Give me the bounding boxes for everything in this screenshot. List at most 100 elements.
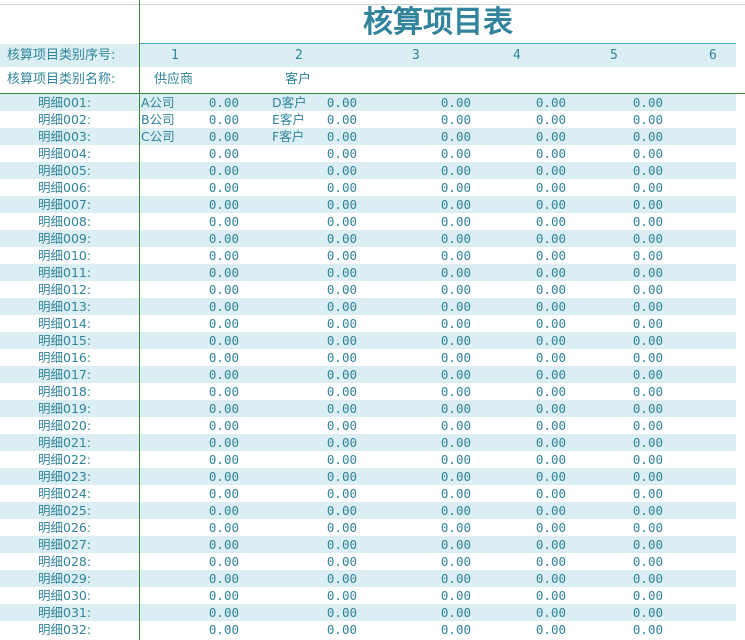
value-5[interactable]: 0.00 <box>632 129 663 144</box>
value-1[interactable]: 0.00 <box>208 248 239 263</box>
table-row[interactable]: 明细025: 0.00 0.00 0.00 0.00 0.00 <box>0 502 736 519</box>
seq-2[interactable]: 2 <box>295 48 303 63</box>
table-row[interactable]: 明细024: 0.00 0.00 0.00 0.00 0.00 <box>0 485 736 502</box>
value-5[interactable]: 0.00 <box>632 231 663 246</box>
value-2[interactable]: 0.00 <box>326 401 357 416</box>
value-1[interactable]: 0.00 <box>208 486 239 501</box>
value-5[interactable]: 0.00 <box>632 316 663 331</box>
value-1[interactable]: 0.00 <box>208 503 239 518</box>
item-1[interactable]: B公司 <box>141 112 175 127</box>
value-1[interactable]: 0.00 <box>208 333 239 348</box>
table-row[interactable]: 明细016: 0.00 0.00 0.00 0.00 0.00 <box>0 349 736 366</box>
value-3[interactable]: 0.00 <box>440 520 471 535</box>
value-5[interactable]: 0.00 <box>632 486 663 501</box>
table-row[interactable]: 明细012: 0.00 0.00 0.00 0.00 0.00 <box>0 281 736 298</box>
value-2[interactable]: 0.00 <box>326 282 357 297</box>
table-row[interactable]: 明细029: 0.00 0.00 0.00 0.00 0.00 <box>0 570 736 587</box>
value-3[interactable]: 0.00 <box>440 554 471 569</box>
value-3[interactable]: 0.00 <box>440 571 471 586</box>
value-1[interactable]: 0.00 <box>208 146 239 161</box>
value-3[interactable]: 0.00 <box>440 503 471 518</box>
seq-6[interactable]: 6 <box>709 48 717 63</box>
table-row[interactable]: 明细009: 0.00 0.00 0.00 0.00 0.00 <box>0 230 736 247</box>
value-2[interactable]: 0.00 <box>326 248 357 263</box>
value-2[interactable]: 0.00 <box>326 299 357 314</box>
value-2[interactable]: 0.00 <box>326 350 357 365</box>
table-row[interactable]: 明细021: 0.00 0.00 0.00 0.00 0.00 <box>0 434 736 451</box>
value-3[interactable]: 0.00 <box>440 418 471 433</box>
table-row[interactable]: 明细011: 0.00 0.00 0.00 0.00 0.00 <box>0 264 736 281</box>
value-2[interactable]: 0.00 <box>326 180 357 195</box>
table-row[interactable]: 明细006: 0.00 0.00 0.00 0.00 0.00 <box>0 179 736 196</box>
value-2[interactable]: 0.00 <box>326 95 357 110</box>
value-1[interactable]: 0.00 <box>208 299 239 314</box>
value-2[interactable]: 0.00 <box>326 265 357 280</box>
value-2[interactable]: 0.00 <box>326 520 357 535</box>
category-seq-row[interactable]: 核算项目类别序号: 1 2 3 4 5 6 <box>0 44 736 67</box>
value-3[interactable]: 0.00 <box>440 214 471 229</box>
value-3[interactable]: 0.00 <box>440 605 471 620</box>
value-2[interactable]: 0.00 <box>326 605 357 620</box>
value-5[interactable]: 0.00 <box>632 333 663 348</box>
value-1[interactable]: 0.00 <box>208 384 239 399</box>
value-2[interactable]: 0.00 <box>326 367 357 382</box>
table-row[interactable]: 明细014: 0.00 0.00 0.00 0.00 0.00 <box>0 315 736 332</box>
value-2[interactable]: 0.00 <box>326 146 357 161</box>
value-4[interactable]: 0.00 <box>535 605 566 620</box>
table-row[interactable]: 明细007: 0.00 0.00 0.00 0.00 0.00 <box>0 196 736 213</box>
value-4[interactable]: 0.00 <box>535 129 566 144</box>
table-row[interactable]: 明细023: 0.00 0.00 0.00 0.00 0.00 <box>0 468 736 485</box>
value-4[interactable]: 0.00 <box>535 384 566 399</box>
table-row[interactable]: 明细020: 0.00 0.00 0.00 0.00 0.00 <box>0 417 736 434</box>
value-5[interactable]: 0.00 <box>632 180 663 195</box>
value-2[interactable]: 0.00 <box>326 588 357 603</box>
value-2[interactable]: 0.00 <box>326 622 357 637</box>
table-row[interactable]: 明细001: A公司 0.00 D客户 0.00 0.00 0.00 0.00 <box>0 94 736 111</box>
category-name-row[interactable]: 核算项目类别名称: 供应商 客户 <box>0 67 745 94</box>
value-3[interactable]: 0.00 <box>440 486 471 501</box>
value-3[interactable]: 0.00 <box>440 384 471 399</box>
value-4[interactable]: 0.00 <box>535 316 566 331</box>
seq-1[interactable]: 1 <box>171 48 179 63</box>
value-2[interactable]: 0.00 <box>326 435 357 450</box>
value-4[interactable]: 0.00 <box>535 401 566 416</box>
value-5[interactable]: 0.00 <box>632 520 663 535</box>
value-5[interactable]: 0.00 <box>632 418 663 433</box>
value-2[interactable]: 0.00 <box>326 384 357 399</box>
value-4[interactable]: 0.00 <box>535 622 566 637</box>
value-5[interactable]: 0.00 <box>632 401 663 416</box>
name-1[interactable]: 供应商 <box>154 72 194 87</box>
value-2[interactable]: 0.00 <box>326 503 357 518</box>
value-4[interactable]: 0.00 <box>535 367 566 382</box>
value-4[interactable]: 0.00 <box>535 588 566 603</box>
value-1[interactable]: 0.00 <box>208 622 239 637</box>
value-3[interactable]: 0.00 <box>440 95 471 110</box>
table-row[interactable]: 明细004: 0.00 0.00 0.00 0.00 0.00 <box>0 145 736 162</box>
item-1[interactable]: A公司 <box>141 95 175 110</box>
value-3[interactable]: 0.00 <box>440 112 471 127</box>
value-4[interactable]: 0.00 <box>535 333 566 348</box>
value-3[interactable]: 0.00 <box>440 197 471 212</box>
value-5[interactable]: 0.00 <box>632 537 663 552</box>
value-3[interactable]: 0.00 <box>440 163 471 178</box>
value-2[interactable]: 0.00 <box>326 571 357 586</box>
value-3[interactable]: 0.00 <box>440 180 471 195</box>
value-2[interactable]: 0.00 <box>326 418 357 433</box>
table-row[interactable]: 明细005: 0.00 0.00 0.00 0.00 0.00 <box>0 162 736 179</box>
value-3[interactable]: 0.00 <box>440 282 471 297</box>
value-5[interactable]: 0.00 <box>632 350 663 365</box>
value-1[interactable]: 0.00 <box>208 316 239 331</box>
value-1[interactable]: 0.00 <box>208 231 239 246</box>
value-4[interactable]: 0.00 <box>535 180 566 195</box>
value-4[interactable]: 0.00 <box>535 197 566 212</box>
value-4[interactable]: 0.00 <box>535 299 566 314</box>
seq-5[interactable]: 5 <box>610 48 618 63</box>
value-5[interactable]: 0.00 <box>632 248 663 263</box>
value-5[interactable]: 0.00 <box>632 588 663 603</box>
value-1[interactable]: 0.00 <box>208 367 239 382</box>
value-4[interactable]: 0.00 <box>535 163 566 178</box>
item-2[interactable]: E客户 <box>272 112 305 127</box>
value-2[interactable]: 0.00 <box>326 469 357 484</box>
value-3[interactable]: 0.00 <box>440 622 471 637</box>
value-5[interactable]: 0.00 <box>632 214 663 229</box>
